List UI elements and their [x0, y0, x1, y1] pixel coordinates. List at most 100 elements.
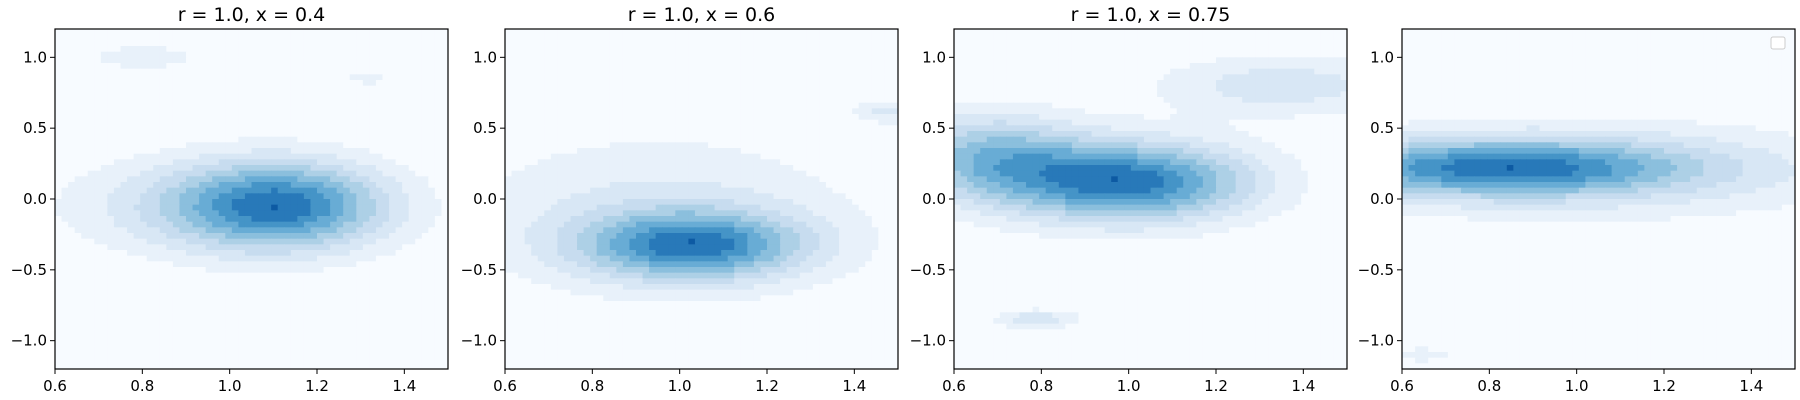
density-cell [107, 216, 115, 223]
density-cell [596, 131, 604, 138]
density-cell [87, 80, 95, 87]
density-cell [290, 102, 298, 109]
density-cell [303, 74, 312, 81]
density-cell [382, 114, 390, 121]
density-cell [81, 267, 89, 274]
density-cell [369, 250, 377, 257]
density-cell [244, 272, 253, 279]
density-cell [179, 352, 187, 359]
density-cell [120, 363, 128, 369]
density-cell [231, 329, 239, 336]
density-cell [238, 85, 246, 92]
density-cell [159, 29, 167, 36]
density-cell [544, 142, 552, 149]
density-cell [550, 85, 558, 92]
density-cell [212, 233, 220, 240]
density-cell [891, 80, 898, 87]
density-cell [408, 85, 416, 92]
density-cell [596, 80, 604, 87]
density-cell [428, 51, 436, 58]
density-cell [375, 46, 384, 53]
density-cell [408, 306, 416, 313]
density-cell [767, 114, 775, 121]
density-cell [310, 233, 318, 240]
density-cell [434, 193, 443, 200]
density-cell [408, 250, 416, 257]
density-cell [362, 40, 370, 47]
density-cell [415, 80, 423, 87]
density-cell [107, 193, 115, 200]
density-cell [186, 329, 194, 336]
density-cell [819, 85, 827, 92]
density-cell [428, 199, 436, 206]
density-cell [277, 340, 285, 347]
density-cell [61, 159, 69, 166]
density-cell [107, 335, 115, 342]
density-cell [583, 102, 591, 109]
density-cell [205, 40, 213, 47]
density-cell [127, 170, 135, 177]
density-cell [537, 102, 545, 109]
density-cell [441, 136, 448, 143]
density-cell [100, 312, 108, 319]
density-cell [408, 119, 416, 126]
density-cell [336, 295, 344, 302]
density-cell [317, 102, 325, 109]
density-cell [127, 278, 135, 285]
density-cell [845, 91, 853, 98]
density-cell [655, 63, 663, 70]
density-cell [81, 227, 89, 234]
density-cell [349, 352, 357, 359]
density-cell [825, 142, 834, 149]
density-cell [284, 170, 292, 177]
density-cell [402, 108, 410, 115]
density-cell [884, 91, 893, 98]
density-cell [362, 221, 370, 228]
density-cell [408, 182, 416, 189]
density-cell [113, 284, 122, 291]
density-cell [675, 153, 683, 160]
density-cell [87, 199, 95, 206]
density-cell [740, 153, 748, 160]
density-cell [349, 335, 357, 342]
density-cell [140, 34, 148, 41]
density-cell [133, 114, 141, 121]
density-cell [402, 250, 410, 257]
density-cell [786, 97, 794, 104]
density-cell [271, 131, 279, 138]
density-cell [244, 210, 253, 217]
density-cell [87, 329, 95, 336]
density-cell [563, 119, 572, 126]
density-cell [878, 125, 886, 132]
density-cell [113, 193, 122, 200]
density-cell [336, 114, 344, 121]
density-cell [832, 85, 840, 92]
density-cell [649, 29, 657, 36]
density-cell [133, 312, 141, 319]
density-cell [616, 63, 624, 70]
density-cell [362, 272, 370, 279]
density-cell [590, 85, 598, 92]
density-cell [349, 153, 357, 160]
density-cell [199, 250, 207, 257]
density-cell [107, 187, 115, 194]
density-cell [120, 102, 128, 109]
density-cell [408, 97, 416, 104]
density-cell [205, 182, 213, 189]
density-cell [563, 97, 572, 104]
density-cell [192, 357, 200, 364]
density-cell [642, 153, 650, 160]
density-cell [375, 272, 384, 279]
density-cell [609, 108, 617, 115]
density-cell [127, 34, 135, 41]
density-cell [714, 148, 722, 155]
density-cell [819, 80, 827, 87]
density-cell [714, 108, 722, 115]
density-cell [563, 153, 572, 160]
density-cell [832, 108, 840, 115]
density-cell [884, 125, 893, 132]
density-cell [205, 57, 213, 64]
density-cell [734, 153, 742, 160]
density-cell [563, 68, 572, 75]
density-cell [806, 40, 814, 47]
